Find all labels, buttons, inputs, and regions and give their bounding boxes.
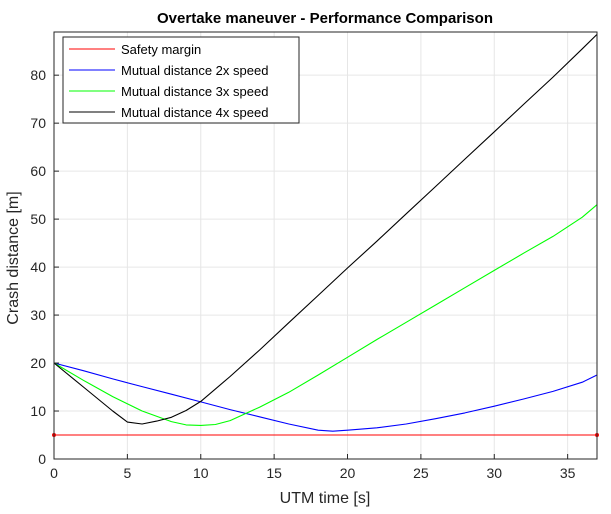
y-tick-label: 10	[30, 403, 46, 419]
series-line	[53, 362, 598, 432]
series-line	[53, 34, 598, 425]
y-tick-label: 70	[30, 115, 46, 131]
chart-title: Overtake maneuver - Performance Comparis…	[157, 10, 493, 27]
x-tick-label: 15	[266, 465, 282, 481]
y-axis-label: Crash distance [m]	[5, 191, 22, 324]
x-tick-label: 20	[340, 465, 356, 481]
y-tick-label: 50	[30, 211, 46, 227]
legend-label: Mutual distance 2x speed	[121, 63, 268, 78]
x-tick-label: 10	[193, 465, 209, 481]
legend-box	[62, 36, 300, 124]
y-tick-label: 0	[38, 451, 46, 467]
legend-label: Mutual distance 4x speed	[121, 105, 268, 120]
x-tick-label: 0	[50, 465, 58, 481]
y-tick-label: 60	[30, 163, 46, 179]
x-axis-label: UTM time [s]	[280, 490, 371, 507]
y-tick-label: 30	[30, 307, 46, 323]
x-tick-label: 25	[413, 465, 429, 481]
legend: Safety margin Mutual distance 2x speed Mut…	[62, 36, 300, 124]
legend-label: Safety margin	[121, 42, 201, 57]
y-tick-label: 20	[30, 355, 46, 371]
x-tick-label: 5	[123, 465, 131, 481]
x-tick-label: 30	[486, 465, 502, 481]
y-tick-label: 40	[30, 259, 46, 275]
x-tick-label: 35	[560, 465, 576, 481]
axis-ticks: 0 5 10 15 20 25 30 35 0 10 20 30 40 50 60 70 80	[30, 67, 575, 481]
plot-area-border	[53, 31, 598, 460]
y-tick-label: 80	[30, 67, 46, 83]
legend-label: Mutual distance 3x speed	[121, 84, 268, 99]
series-line	[53, 204, 598, 426]
